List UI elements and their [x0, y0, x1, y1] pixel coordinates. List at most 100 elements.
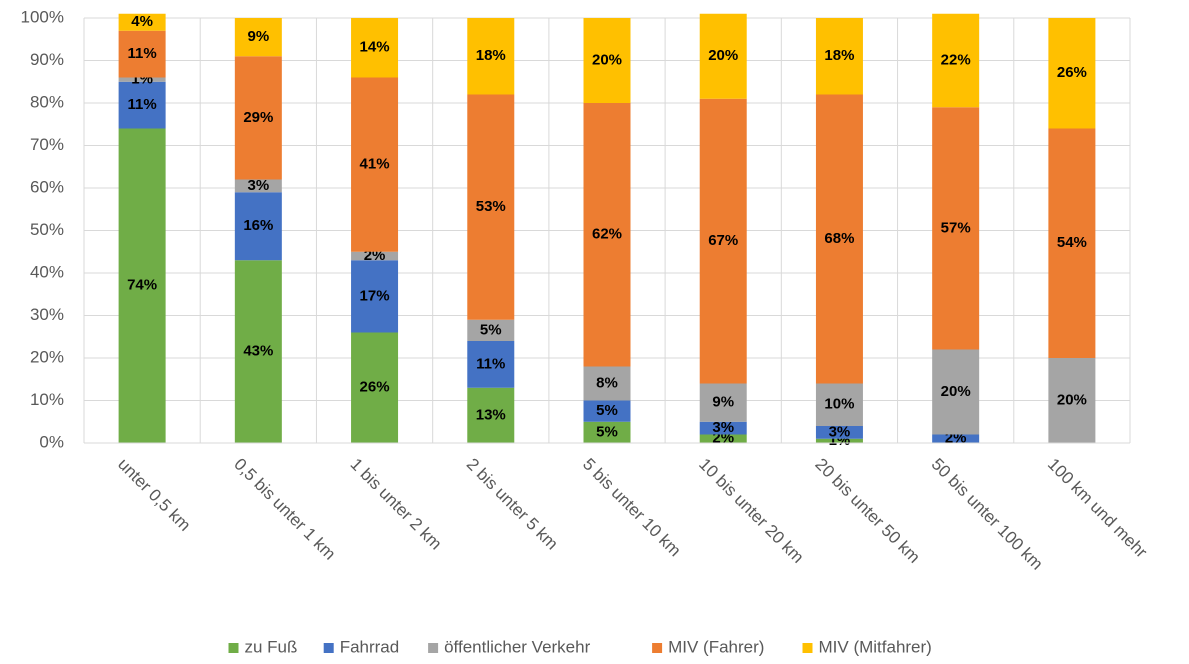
bar-segment — [234, 56, 282, 180]
bar-segment — [583, 421, 631, 443]
bar-segment — [351, 332, 399, 443]
bar-segment — [351, 260, 399, 333]
data-label: 62% — [592, 226, 622, 243]
legend-swatch — [428, 643, 439, 653]
x-tick-label: 100 km und mehr — [1044, 455, 1151, 562]
data-label: 5% — [596, 402, 618, 419]
legend-swatch — [323, 643, 334, 653]
bar-segment — [351, 251, 399, 261]
data-label: 74% — [127, 277, 157, 294]
bar-segment — [118, 128, 166, 443]
bar-segment — [1048, 358, 1096, 443]
data-label: 20% — [1057, 391, 1087, 408]
bar-segment — [234, 179, 282, 193]
data-label: 13% — [476, 406, 506, 423]
data-label: 11% — [128, 45, 157, 62]
y-tick-label: 70% — [30, 135, 64, 154]
bar-segment — [118, 81, 166, 129]
data-label: 11% — [128, 96, 157, 113]
bar-segment — [351, 18, 399, 78]
bar-segment — [1048, 18, 1096, 129]
data-label: 14% — [360, 39, 390, 56]
data-label: 5% — [596, 423, 618, 440]
bar-segment — [583, 103, 631, 367]
y-tick-label: 40% — [30, 262, 64, 281]
data-label: 29% — [243, 109, 273, 126]
y-tick-label: 10% — [30, 390, 64, 409]
bar-segment — [118, 77, 166, 82]
bar-segment — [234, 192, 282, 261]
legend-label: MIV (Fahrer) — [668, 637, 764, 656]
data-label: 5% — [480, 321, 502, 338]
y-tick-label: 100% — [21, 7, 64, 26]
data-label: 3% — [712, 419, 734, 436]
data-label: 9% — [247, 28, 269, 45]
legend-label: MIV (Mitfahrer) — [819, 637, 932, 656]
legend-label: Fahrrad — [340, 637, 400, 656]
data-label: 8% — [596, 374, 618, 391]
y-tick-label: 0% — [39, 432, 64, 451]
y-tick-label: 50% — [30, 220, 64, 239]
bar-segment — [932, 349, 980, 435]
legend-label: zu Fuß — [245, 637, 298, 656]
data-label: 41% — [360, 156, 390, 173]
data-label: 3% — [829, 423, 851, 440]
data-label: 53% — [476, 198, 506, 215]
data-label: 11% — [476, 355, 505, 372]
bar-segment — [815, 438, 863, 443]
data-label: 67% — [708, 232, 738, 249]
bar-segment — [118, 30, 166, 78]
data-label: 18% — [476, 47, 506, 64]
y-tick-label: 80% — [30, 92, 64, 111]
bar-segment — [932, 13, 980, 108]
y-tick-label: 60% — [30, 177, 64, 196]
data-label: 3% — [247, 177, 269, 194]
data-label: 54% — [1057, 234, 1087, 251]
data-label: 43% — [243, 343, 273, 360]
bar-segment — [1048, 128, 1096, 358]
bar-segment — [467, 387, 515, 443]
data-label: 10% — [824, 396, 854, 413]
data-label: 26% — [360, 379, 390, 396]
data-label: 68% — [824, 230, 854, 247]
legend-label: öffentlicher Verkehr — [444, 637, 590, 656]
bar-segment — [932, 434, 980, 443]
bar-segment — [234, 260, 282, 443]
bar-segment — [583, 18, 631, 103]
bar-segment — [815, 18, 863, 95]
data-label: 22% — [941, 51, 971, 68]
bar-segment — [583, 366, 631, 401]
y-tick-label: 30% — [30, 305, 64, 324]
bar-segment — [699, 98, 747, 384]
data-label: 20% — [592, 51, 622, 68]
bar-segment — [815, 383, 863, 426]
bar-segment — [815, 426, 863, 439]
y-tick-label: 20% — [30, 347, 64, 366]
data-label: 18% — [824, 47, 854, 64]
bar-segment — [234, 18, 282, 57]
bar-segment — [467, 18, 515, 95]
data-label: 57% — [941, 219, 971, 236]
x-tick-label: 0,5 bis unter 1 km — [230, 455, 339, 564]
data-label: 26% — [1057, 64, 1087, 81]
bar-segment — [932, 107, 980, 350]
x-tick-label: 1 bis unter 2 km — [347, 455, 446, 554]
bar-segment — [815, 94, 863, 384]
legend-swatch — [228, 643, 239, 653]
x-tick-label: 2 bis unter 5 km — [463, 455, 562, 554]
data-label: 20% — [708, 47, 738, 64]
bar-segment — [699, 434, 747, 443]
legend-swatch — [652, 643, 663, 653]
x-tick-label: 5 bis unter 10 km — [579, 455, 685, 561]
bar-segment — [467, 94, 515, 320]
x-tick-label: unter 0,5 km — [114, 455, 194, 535]
x-tick-label: 50 bis unter 100 km — [928, 455, 1047, 574]
bar-segment — [467, 319, 515, 341]
data-label: 9% — [712, 394, 734, 411]
x-tick-label: 20 bis unter 50 km — [811, 455, 923, 567]
data-label: 16% — [243, 217, 273, 234]
data-label: 20% — [941, 383, 971, 400]
bar-segment — [699, 383, 747, 422]
bar-segment — [351, 77, 399, 252]
